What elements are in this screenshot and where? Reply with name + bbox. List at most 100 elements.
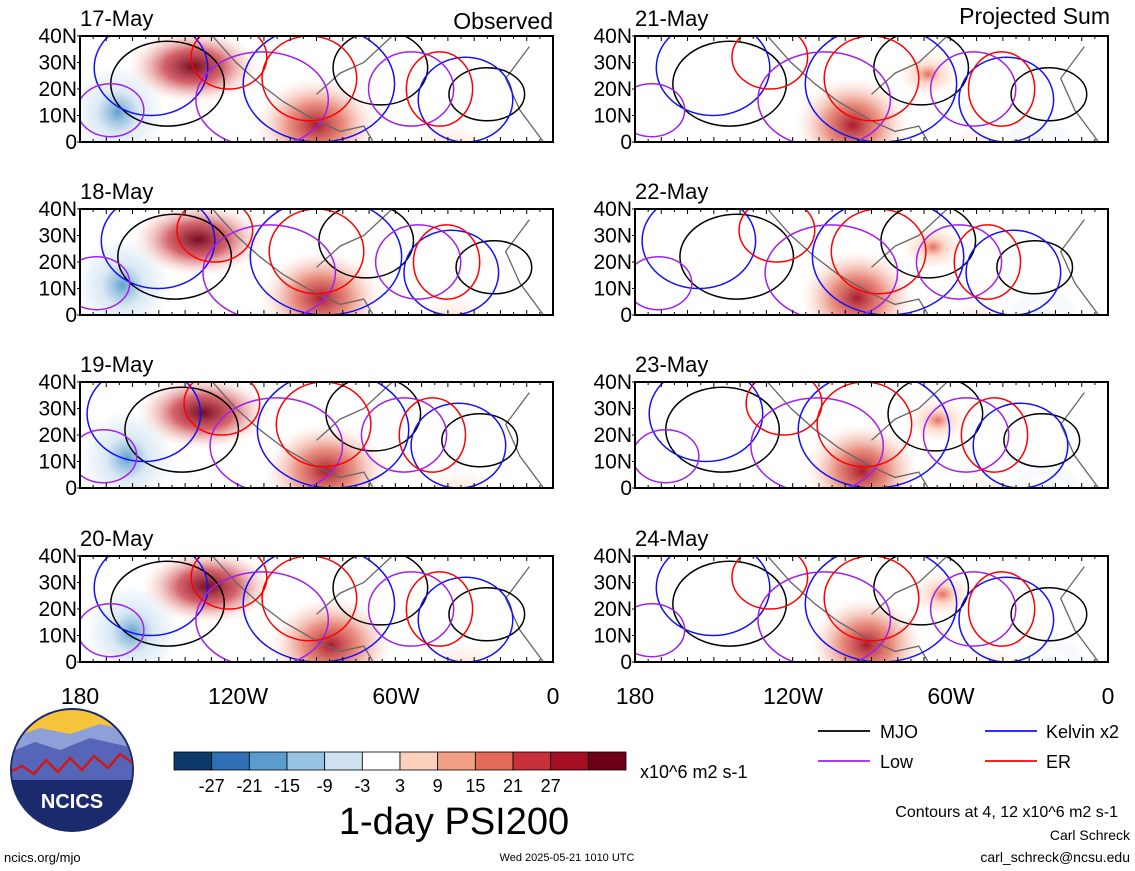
contour-line [80, 428, 138, 484]
contour-line [731, 556, 809, 610]
contour-line [823, 36, 920, 122]
colorbar-label: -15 [274, 776, 300, 796]
lon-tick-label: 60W [927, 683, 975, 709]
colorbar-swatch [248, 751, 288, 771]
panel-date: 20-May [80, 526, 153, 551]
lat-tick-label: 30N [593, 225, 632, 248]
contour-line [635, 82, 686, 138]
contour-line [398, 397, 467, 473]
anomaly-shading [220, 133, 290, 142]
colorbar-swatch [211, 751, 250, 771]
coastline [504, 219, 545, 315]
lat-tick-label: 0 [65, 477, 77, 500]
coastline [766, 209, 929, 315]
panel-date: 17-May [80, 6, 153, 31]
anomaly-shading [947, 301, 1014, 315]
contour-line [811, 209, 965, 315]
contour-line [757, 571, 892, 662]
timestamp: Wed 2025-05-21 1010 UTC [500, 852, 635, 864]
contour-line [635, 255, 693, 311]
lon-axis-left: 180 120W 60W 0 [61, 683, 560, 709]
lat-tick-label: 40N [38, 198, 77, 221]
panel-date: 22-May [635, 179, 708, 204]
contour-line [648, 382, 764, 463]
anomaly-shading [255, 77, 378, 142]
lat-tick-label: 30N [593, 572, 632, 595]
email: carl_schreck@ncsu.edu [980, 849, 1130, 865]
anomaly-shading [235, 653, 304, 662]
colorbar-label: 27 [541, 776, 561, 796]
colorbar-units: x10^6 m2 s-1 [640, 762, 748, 782]
contour-line [403, 229, 500, 315]
contour-line [830, 209, 927, 295]
lat-tick-label: 40N [593, 371, 632, 394]
legend-label-mjo: MJO [880, 722, 918, 742]
ncics-logo: NCICS [10, 708, 134, 832]
anomaly-shading [800, 250, 915, 315]
colorbar-swatch [286, 751, 326, 771]
anomaly-shading [805, 423, 919, 488]
lon-tick-label: 0 [547, 683, 560, 709]
contour-line [268, 209, 365, 295]
lat-tick-label: 0 [65, 651, 77, 674]
contour-line [410, 402, 507, 488]
contour-line [367, 571, 455, 647]
contour-line [117, 213, 233, 300]
contour-line [405, 571, 474, 647]
anomaly-shading [418, 468, 499, 488]
map-panels: 17-May40N30N20N10N018-May40N30N20N10N019… [38, 6, 1109, 674]
contour-line [967, 51, 1036, 127]
coastline [766, 556, 929, 662]
lat-tick-label: 0 [65, 304, 77, 327]
legend-label-kelvin: Kelvin x2 [1046, 722, 1119, 742]
logo-text: NCICS [41, 791, 103, 813]
contour-line [1010, 67, 1088, 122]
anomaly-shading [264, 423, 388, 488]
contour-line [887, 382, 984, 452]
colorbar-label: 3 [395, 776, 405, 796]
coastline [316, 36, 393, 95]
coastline [1059, 46, 1100, 142]
lon-axis-right: 180 120W 60W 0 [616, 683, 1115, 709]
colorbar-swatch [399, 751, 439, 771]
lat-tick-label: 10N [38, 278, 77, 301]
lat-tick-label: 20N [38, 598, 77, 621]
colorbar-label: -3 [354, 776, 370, 796]
contour-line [195, 571, 330, 662]
lat-tick-label: 10N [38, 625, 77, 648]
contour-line [412, 224, 481, 300]
contour-line [958, 56, 1055, 142]
contour-line [256, 382, 410, 488]
anomaly-shading [1009, 459, 1084, 488]
colorbar: -27 -21 -15 -9 -3 3 9 15 21 27 [173, 751, 627, 796]
contour-line [738, 209, 816, 263]
contour-line [750, 397, 885, 488]
contour-line [455, 240, 533, 295]
contour-line [124, 386, 240, 473]
lat-tick-label: 10N [593, 105, 632, 128]
lat-tick-label: 0 [620, 651, 632, 674]
coastline [871, 209, 948, 268]
lat-tick-label: 40N [593, 545, 632, 568]
contour-line [100, 209, 216, 290]
contour-line [417, 56, 514, 142]
contour-line [915, 224, 1003, 300]
colorbar-swatch [550, 751, 589, 771]
contour-line [972, 402, 1069, 488]
lat-tick-label: 30N [38, 398, 77, 421]
colorbar-swatch [587, 751, 627, 771]
contour-line [672, 560, 788, 647]
author: Carl Schreck [1050, 827, 1131, 843]
contour-line [261, 556, 358, 642]
contour-line [441, 413, 519, 468]
contour-line [672, 40, 788, 127]
contour-line [823, 556, 920, 642]
contour-line [374, 224, 462, 300]
coastline [211, 556, 374, 662]
colorbar-label: -27 [199, 776, 225, 796]
lat-tick-label: 30N [593, 398, 632, 421]
contour-line [190, 36, 268, 90]
contour-line [80, 602, 145, 658]
coastline [211, 209, 374, 315]
